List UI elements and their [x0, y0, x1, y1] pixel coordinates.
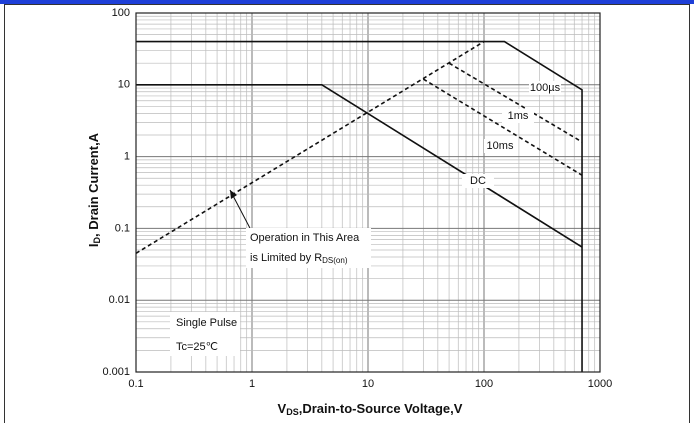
series-line — [422, 78, 583, 176]
x-label-part: ,Drain-to-Source Voltage,V — [299, 401, 463, 416]
y-label-sub: D — [92, 236, 102, 243]
series: 100µs DC 1ms 10ms — [135, 40, 583, 372]
note-bg — [246, 228, 371, 268]
series-label: 10ms — [487, 140, 514, 152]
label-bg — [502, 109, 534, 123]
plot-frame — [135, 12, 601, 373]
label-bg — [462, 174, 494, 188]
series-line — [136, 84, 583, 248]
arrow-head — [230, 190, 237, 199]
series-label: 100µs — [530, 82, 561, 94]
x-tick-label: 1 — [249, 378, 255, 390]
top-bar — [0, 0, 694, 4]
x-label-sub: DS — [286, 407, 299, 417]
y-tick-label: 100 — [112, 7, 130, 19]
x-tick-label: 100 — [475, 378, 493, 390]
y-tick-label: 0.01 — [109, 294, 130, 306]
x-label-part: V — [278, 401, 287, 416]
series-label: DC — [470, 175, 486, 187]
annotation: is Limited by R — [250, 252, 322, 264]
y-tick-label: 0.1 — [115, 222, 130, 234]
y-tick-label: 0.001 — [102, 366, 130, 378]
annotation: Single Pulse — [176, 317, 237, 329]
series-line — [135, 40, 485, 254]
y-label-part: , Drain Current,A — [86, 132, 101, 237]
series-label: 1ms — [508, 110, 529, 122]
x-tick-label: 10 — [362, 378, 374, 390]
x-axis-label: VDS,Drain-to-Source Voltage,V — [278, 401, 463, 417]
y-tick-label: 1 — [124, 151, 130, 163]
y-tick-label: 10 — [118, 79, 130, 91]
x-tick-label: 1000 — [588, 378, 612, 390]
annotation: Operation in This Area — [250, 232, 360, 244]
annotation-sub: DS(on) — [322, 256, 348, 265]
series-line — [136, 40, 583, 372]
series-line — [448, 62, 583, 143]
annotation: Tc=25℃ — [176, 341, 218, 353]
frame — [4, 4, 690, 423]
note-bg — [170, 312, 240, 356]
label-bg — [484, 139, 516, 153]
x-tick-label: 0.1 — [128, 378, 143, 390]
label-bg — [529, 81, 561, 95]
y-axis-label: ID, Drain Current,A — [86, 132, 102, 247]
y-label-part: I — [86, 243, 101, 247]
annotation: is Limited by RDS(on) — [250, 252, 348, 265]
